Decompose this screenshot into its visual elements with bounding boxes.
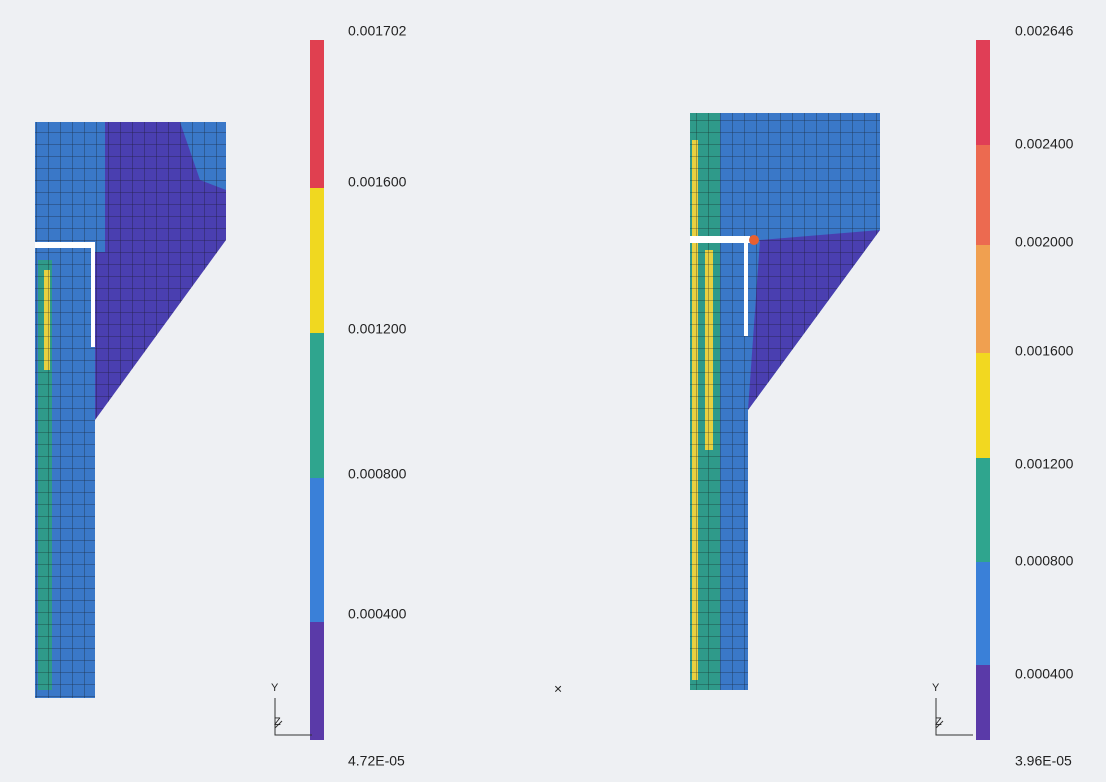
right-colorbar: [976, 40, 990, 740]
left-colorbar: [310, 40, 324, 740]
right-model: [690, 113, 880, 690]
colorbar-label: 0.000800: [348, 466, 407, 482]
colorbar-label: 0.001702: [348, 23, 407, 39]
center-mark: ×: [554, 681, 562, 697]
colorbar-label: 0.001600: [348, 174, 407, 190]
axis-label: Z: [935, 716, 942, 728]
colorbar-label: 0.002400: [1015, 136, 1074, 152]
colorbar-label: 0.000800: [1015, 553, 1074, 569]
colorbar-label: 0.000400: [348, 606, 407, 622]
right-triad: [935, 698, 973, 736]
left-triad: [274, 698, 312, 736]
colorbar-label: 0.001600: [1015, 343, 1074, 359]
left-model: [35, 122, 226, 698]
colorbar-label: 4.72E-05: [348, 753, 405, 769]
colorbar-label: 0.002646: [1015, 23, 1074, 39]
colorbar-label: 0.002000: [1015, 234, 1074, 250]
colorbar-label: 0.000400: [1015, 666, 1074, 682]
colorbar-label: 0.001200: [1015, 456, 1074, 472]
axis-label: Z: [274, 716, 281, 728]
colorbar-label: 0.001200: [348, 321, 407, 337]
colorbar-label: 3.96E-05: [1015, 753, 1072, 769]
axis-label: Y: [932, 682, 940, 694]
axis-label: Y: [271, 682, 279, 694]
